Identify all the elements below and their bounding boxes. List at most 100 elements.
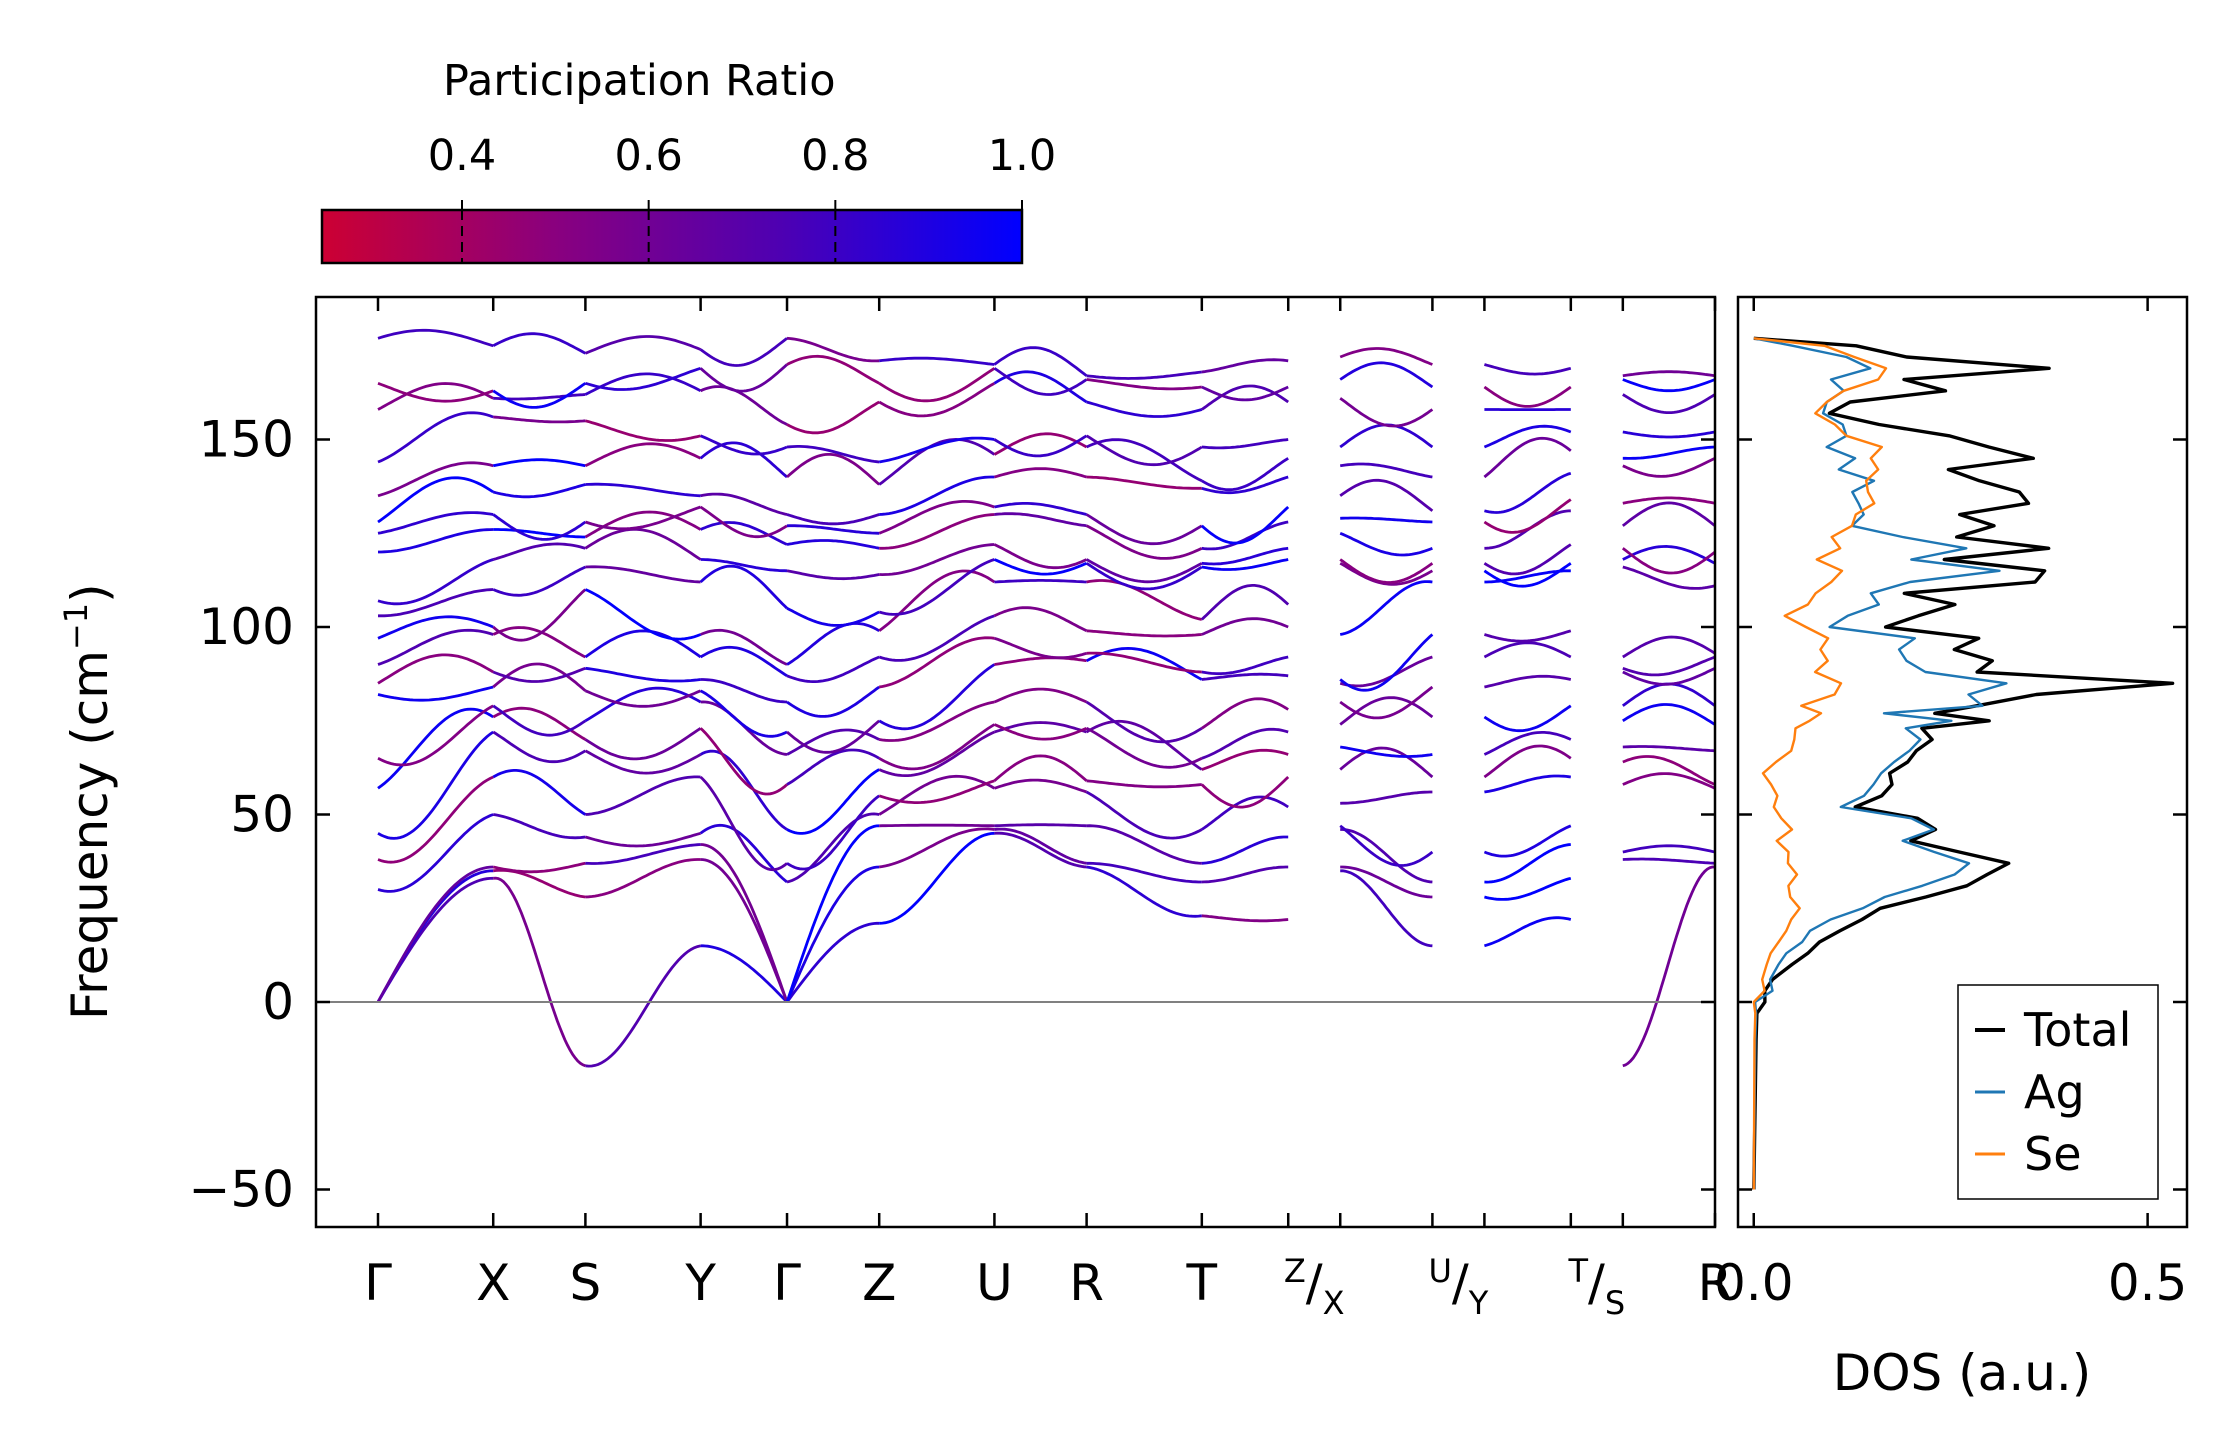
band-line (994, 579, 1087, 584)
band-line (699, 823, 788, 884)
kpath-tick-label: Γ (364, 1254, 392, 1312)
band-line (1339, 347, 1433, 366)
band-line (700, 944, 789, 1003)
band-line (1484, 774, 1571, 794)
band-line (585, 858, 701, 899)
band-line (993, 754, 1088, 782)
band-line (377, 461, 494, 498)
band-line (994, 502, 1087, 516)
band-line (584, 527, 702, 561)
band-line (377, 558, 494, 606)
legend-label-total: Total (2023, 1003, 2131, 1057)
band-line (1086, 579, 1203, 621)
band-line (1085, 558, 1203, 584)
band-line (878, 779, 995, 804)
frequency-axis-label-sup: −1 (57, 603, 95, 650)
band-line (1621, 682, 1715, 707)
band-line (700, 558, 788, 573)
band-line (1483, 731, 1572, 756)
band-line (1201, 546, 1289, 566)
band-line (993, 370, 1088, 404)
kpath-tick-label: U (976, 1254, 1013, 1312)
band-line (584, 629, 702, 659)
band-line (377, 381, 494, 403)
band-line (377, 707, 494, 790)
band-line (377, 628, 494, 666)
band-line (993, 432, 1088, 456)
band-line (1339, 531, 1433, 557)
colorbar-tick-label: 0.6 (614, 131, 682, 181)
frequency-tick-label: 100 (199, 598, 294, 656)
band-line (994, 512, 1087, 528)
kpath-tick-label: T (1186, 1254, 1218, 1312)
band-line (584, 749, 702, 775)
band-line (786, 655, 880, 683)
band-line (1339, 824, 1434, 867)
band-line (376, 865, 494, 1003)
band-line (1339, 397, 1434, 428)
band-line (1340, 869, 1433, 948)
band-line (1085, 790, 1203, 840)
dos-axis-ticks: 0.0 0.5 (1714, 297, 2187, 1312)
band-line (699, 775, 788, 872)
band-line (1339, 580, 1433, 636)
frequency-axis-label-main: Frequency (cm (61, 650, 119, 1020)
band-line (584, 505, 702, 531)
kpath-split-label: Z/X (1284, 1252, 1345, 1322)
band-line (378, 588, 494, 618)
band-line (1200, 384, 1290, 411)
phonon-bands (376, 328, 1715, 1068)
legend-items: Total Ag Se (1975, 1003, 2131, 1181)
band-line (1085, 727, 1203, 769)
band-line (878, 827, 995, 869)
band-line (1086, 651, 1202, 674)
band-line (700, 492, 788, 516)
band-line (584, 727, 702, 761)
band-line (993, 636, 1087, 660)
band-line (1201, 795, 1289, 831)
band-line (584, 588, 702, 641)
band-line (1201, 865, 1289, 884)
band-line (1085, 719, 1203, 771)
dos-panel: 0.0 0.5 DOS (a.u.) Total Ag Se (1714, 295, 2189, 1402)
band-line (492, 513, 587, 541)
band-line (1340, 516, 1433, 524)
band-line (1201, 914, 1289, 923)
band-line (584, 510, 702, 539)
band-line (585, 843, 701, 865)
band-line (492, 588, 587, 642)
band-line (1621, 501, 1715, 527)
colorbar: Participation Ratio 0.4 0.6 0.8 1.0 (320, 56, 1056, 265)
band-line (1484, 843, 1571, 884)
band-line (1201, 727, 1289, 760)
band-line (585, 944, 701, 1068)
band-line (786, 569, 880, 581)
band-line (786, 812, 880, 884)
band-line (1201, 697, 1289, 730)
band-line (377, 382, 494, 411)
band-line (993, 543, 1088, 570)
band-line (700, 385, 788, 426)
band-line (493, 876, 586, 1068)
band-line (1622, 565, 1715, 590)
band-line (377, 704, 494, 767)
band-line (493, 415, 586, 424)
band-line (1483, 824, 1572, 858)
band-line (786, 607, 880, 627)
band-line (994, 831, 1087, 869)
band-line (585, 366, 702, 391)
band-line (377, 511, 494, 535)
band-line (993, 346, 1088, 377)
band-line (993, 606, 1088, 633)
band-line (786, 685, 880, 718)
colorbar-tick-label: 0.4 (428, 131, 496, 181)
band-line (1201, 475, 1289, 495)
band-line (585, 482, 701, 498)
dos-xtick-label: 0.0 (1714, 1254, 1794, 1312)
band-line (879, 823, 995, 828)
band-line (1201, 358, 1289, 374)
band-line (700, 678, 788, 704)
kpath-tick-label: Γ (773, 1254, 801, 1312)
